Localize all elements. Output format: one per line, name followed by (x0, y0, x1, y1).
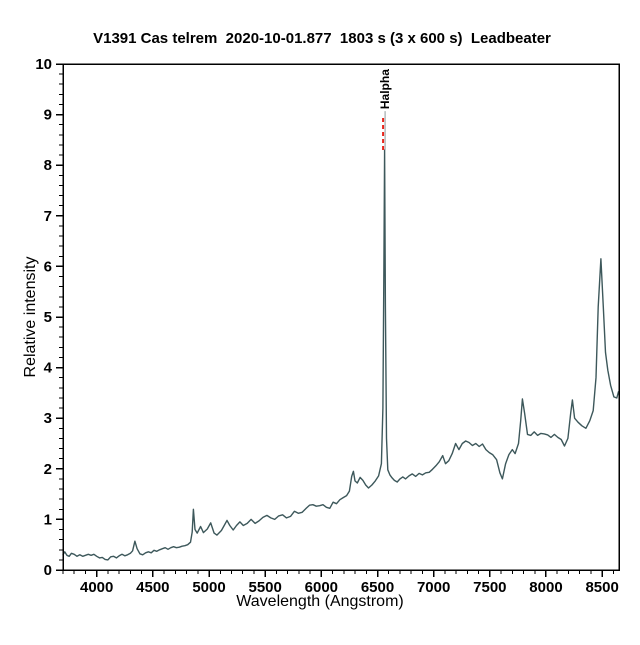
y-axis-tick-label: 9 (44, 107, 52, 124)
x-axis-tick-label: 7500 (473, 579, 506, 596)
x-axis-title: Wavelength (Angstrom) (236, 593, 403, 610)
x-axis-tick-label: 7000 (417, 579, 450, 596)
x-axis-tick-label: 8500 (585, 579, 618, 596)
y-axis-tick-label: 4 (44, 360, 53, 377)
x-axis-tick-label: 6000 (305, 579, 338, 596)
halpha-label: Halpha (378, 69, 392, 109)
y-axis-tick-label: 7 (44, 208, 52, 225)
spectrum-trace (62, 149, 620, 561)
y-axis-tick-label: 1 (44, 511, 52, 528)
y-axis-tick-label: 10 (35, 56, 52, 73)
y-axis-tick-label: 6 (44, 258, 52, 275)
x-axis-tick-label: 5000 (192, 579, 225, 596)
x-axis-tick-label: 4000 (80, 579, 113, 596)
x-axis-tick-label: 5500 (248, 579, 281, 596)
chart-title: V1391 Cas telrem 2020-10-01.877 1803 s (… (93, 30, 551, 47)
y-axis-title: Relative intensity (22, 257, 39, 378)
y-axis-tick-label: 8 (44, 157, 52, 174)
x-axis-tick-label: 6500 (361, 579, 394, 596)
x-axis-tick-label: 4500 (136, 579, 169, 596)
y-axis-tick-label: 5 (44, 309, 52, 326)
x-axis-tick-label: 8000 (529, 579, 562, 596)
plot-border (62, 63, 620, 571)
y-axis-tick-label: 2 (44, 461, 52, 478)
y-axis-tick-label: 3 (44, 410, 52, 427)
y-axis-tick-label: 0 (44, 562, 52, 579)
plot-area: 4000 4500 5000 5500 6000 6500 7000 7500 8000 8500… (35, 56, 620, 596)
